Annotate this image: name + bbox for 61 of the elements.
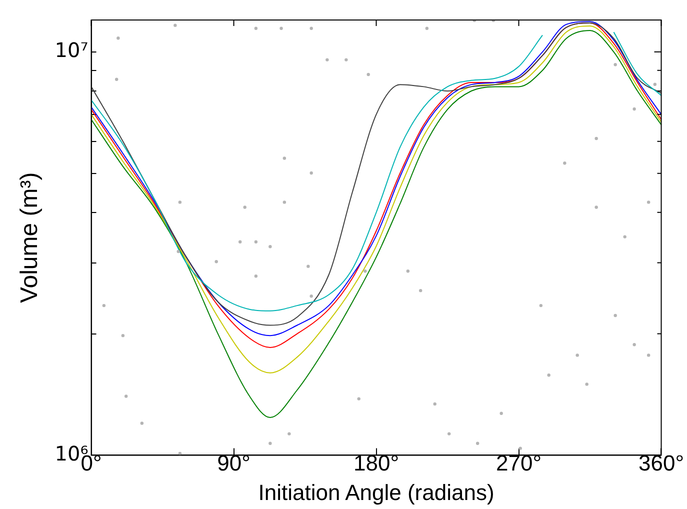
point xyxy=(433,402,436,406)
point xyxy=(254,26,258,30)
point xyxy=(310,26,313,30)
point xyxy=(364,270,367,273)
point xyxy=(563,162,566,165)
point xyxy=(623,235,626,238)
point xyxy=(585,382,588,386)
point xyxy=(344,58,348,62)
point xyxy=(614,63,617,66)
point xyxy=(366,72,370,76)
point xyxy=(176,250,180,254)
point xyxy=(326,58,329,62)
point xyxy=(116,36,120,40)
point xyxy=(357,397,360,400)
point xyxy=(268,442,272,445)
point xyxy=(282,156,286,160)
point xyxy=(174,24,177,27)
x-tick-label: 360° xyxy=(638,450,684,476)
point xyxy=(614,314,617,318)
x-tick-label: 270° xyxy=(496,450,542,476)
point xyxy=(238,240,242,244)
point xyxy=(476,442,480,445)
point xyxy=(121,334,125,338)
point xyxy=(539,304,543,308)
y-axis-title: Volume (m³) xyxy=(16,172,44,303)
point xyxy=(576,354,579,357)
point xyxy=(594,136,598,140)
point xyxy=(214,260,218,264)
point xyxy=(547,373,550,377)
point xyxy=(500,412,503,415)
point xyxy=(594,206,598,209)
point xyxy=(406,270,410,273)
point xyxy=(282,200,286,204)
point xyxy=(280,26,283,30)
point xyxy=(115,78,118,81)
point xyxy=(268,245,272,248)
point xyxy=(518,446,522,450)
x-tick-label: 180° xyxy=(354,450,400,476)
x-axis-title: Initiation Angle (radians) xyxy=(258,480,494,505)
point xyxy=(447,432,451,436)
point xyxy=(632,107,636,111)
point xyxy=(124,394,128,398)
y-tick-label: 10⁷ xyxy=(54,38,88,62)
point xyxy=(646,354,650,357)
point xyxy=(288,432,291,436)
point xyxy=(418,288,422,292)
point xyxy=(243,206,246,209)
point xyxy=(254,274,258,278)
x-tick-label: 90° xyxy=(217,450,250,476)
point xyxy=(178,200,182,204)
point xyxy=(102,304,106,308)
point xyxy=(653,82,657,86)
point xyxy=(178,452,182,456)
point xyxy=(646,200,650,204)
point xyxy=(632,343,636,346)
point xyxy=(254,240,258,244)
point xyxy=(425,26,429,30)
point xyxy=(306,264,310,268)
point xyxy=(310,294,313,298)
point xyxy=(310,171,313,175)
point xyxy=(140,422,144,425)
